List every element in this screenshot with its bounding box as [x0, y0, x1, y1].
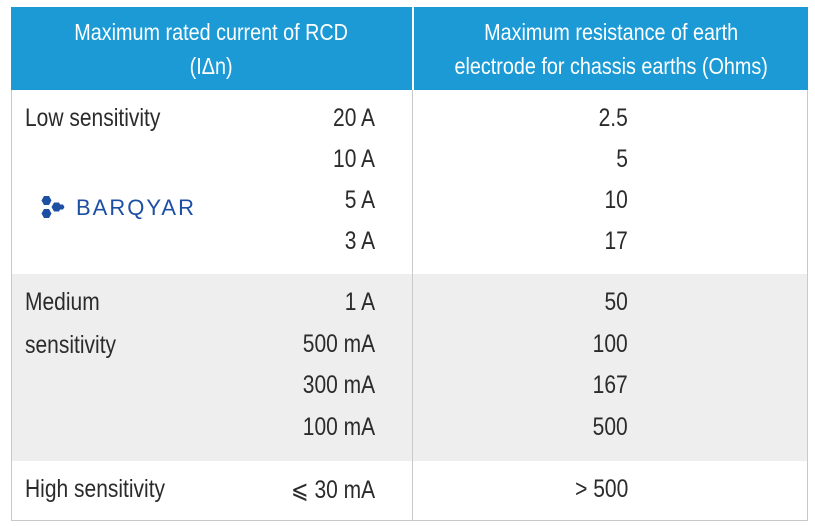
header-rated-current: Maximum rated current of RCD (IΔn) [11, 7, 412, 90]
resistance-value: > 500 [574, 475, 628, 503]
sensitivity-label: Low sensitivity [25, 104, 161, 132]
resistance-value: 2.5 [598, 104, 628, 132]
header-max-resistance: Maximum resistance of earth electrode fo… [412, 7, 808, 90]
current-value: 1 A [344, 288, 375, 316]
resistance-value: 100 [592, 330, 628, 358]
header-col2-line1: Maximum resistance of earth [484, 18, 738, 45]
medium-sensitivity-section [11, 274, 808, 461]
header-col1-line1: Maximum rated current of RCD [74, 18, 349, 45]
current-value: 20 A [332, 104, 375, 132]
current-value: 5 A [344, 186, 375, 214]
grid-line [11, 90, 12, 521]
grid-line [11, 520, 808, 521]
resistance-value: 50 [604, 288, 628, 316]
barqyar-logo: BARQYAR [38, 193, 196, 223]
grid-line [412, 90, 413, 521]
hexagon-cluster-icon [41, 196, 65, 218]
sensitivity-label: sensitivity [25, 331, 117, 359]
resistance-value: 5 [616, 145, 628, 173]
sensitivity-label: Medium [25, 288, 100, 316]
sensitivity-label: High sensitivity [25, 475, 166, 503]
current-value: ⩽ 30 mA [290, 476, 375, 504]
resistance-value: 500 [592, 413, 628, 441]
logo-text: BARQYAR [76, 195, 196, 220]
header-col2-line2: electrode for chassis earths (Ohms) [454, 52, 768, 79]
current-value: 3 A [344, 227, 375, 255]
header-col1-line2: (IΔn) [190, 52, 233, 79]
grid-line [807, 90, 808, 521]
table-header: Maximum rated current of RCD (IΔn) Maxim… [11, 7, 808, 90]
low-sensitivity-section [11, 90, 808, 274]
current-value: 300 mA [302, 371, 375, 399]
resistance-value: 167 [592, 371, 628, 399]
resistance-value: 10 [604, 186, 628, 214]
current-value: 10 A [332, 145, 375, 173]
high-sensitivity-section [11, 461, 808, 521]
current-value: 100 mA [302, 413, 375, 441]
resistance-value: 17 [604, 227, 628, 255]
rcd-table: Maximum rated current of RCD (IΔn) Maxim… [11, 7, 808, 521]
current-value: 500 mA [302, 330, 375, 358]
